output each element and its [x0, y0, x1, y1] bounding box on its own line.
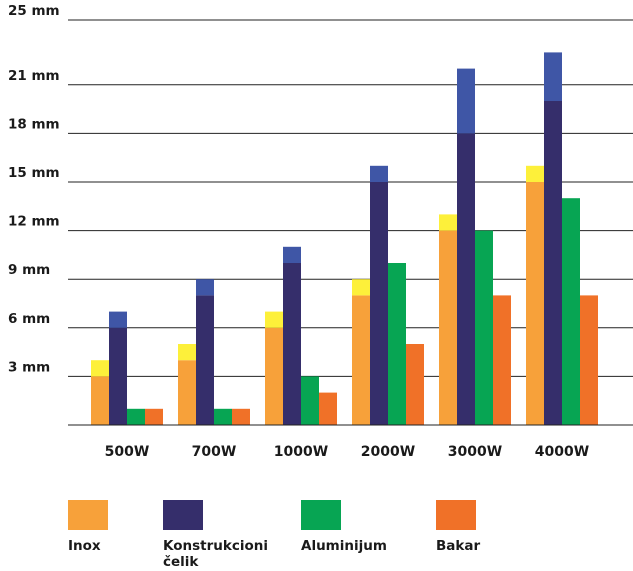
bar-cap-inox-1000w [265, 311, 283, 328]
y-tick-label: 6 mm [8, 311, 50, 327]
legend-label-konstrukcioni-celik: Konstrukcioni čelik [163, 538, 268, 570]
legend-item-aluminijum: Aluminijum [301, 500, 441, 554]
bar-konstrukcioni-čelik-700w [196, 295, 214, 425]
bar-inox-4000w [526, 182, 544, 425]
bar-bakar-700w [232, 408, 250, 425]
legend-swatch-bakar [436, 500, 476, 530]
y-tick-label: 3 mm [8, 359, 50, 375]
bar-inox-2000w [352, 295, 370, 425]
bar-konstrukcioni-čelik-1000w [283, 263, 301, 425]
legend-swatch-inox [68, 500, 108, 530]
legend-swatch-konstrukcioni-celik [163, 500, 203, 530]
bar-aluminijum-700w [214, 408, 232, 425]
bar-inox-700w [178, 360, 196, 425]
x-tick-label: 3000W [448, 444, 502, 460]
x-tick-label: 4000W [535, 444, 589, 460]
bar-konstrukcioni-čelik-4000w [544, 101, 562, 425]
bar-bakar-4000w [580, 295, 598, 425]
bar-aluminijum-1000w [301, 376, 319, 425]
y-tick-label: 25 mm [8, 3, 60, 19]
bar-bakar-1000w [319, 392, 337, 425]
x-tick-label: 1000W [274, 444, 328, 460]
x-tick-label: 2000W [361, 444, 415, 460]
bar-inox-3000w [439, 230, 457, 425]
bar-aluminijum-500w [127, 408, 145, 425]
y-tick-label: 9 mm [8, 262, 50, 278]
bar-inox-500w [91, 376, 109, 425]
y-tick-label: 21 mm [8, 68, 60, 84]
legend-item-konstrukcioni-celik: Konstrukcioni čelik [163, 500, 303, 570]
bar-aluminijum-2000w [388, 263, 406, 425]
x-axis-tick-labels: 500W 700W 1000W 2000W 3000W 4000W [105, 444, 590, 460]
legend: Inox Konstrukcioni čelik Aluminijum Baka… [0, 500, 633, 571]
bar-cap-konstrukcioni-čelik-2000w [370, 165, 388, 182]
bar-cap-inox-500w [91, 360, 109, 377]
bar-bakar-500w [145, 408, 163, 425]
bar-cap-konstrukcioni-čelik-500w [109, 311, 127, 328]
bar-cap-konstrukcioni-čelik-700w [196, 279, 214, 296]
bar-konstrukcioni-čelik-2000w [370, 182, 388, 425]
gridlines [68, 19, 633, 377]
y-tick-label: 15 mm [8, 165, 60, 181]
bar-konstrukcioni-čelik-3000w [457, 133, 475, 425]
bar-cap-konstrukcioni-čelik-4000w [544, 52, 562, 101]
legend-label-aluminijum: Aluminijum [301, 538, 387, 554]
bar-cap-inox-2000w [352, 279, 370, 296]
legend-item-inox: Inox [68, 500, 208, 554]
x-tick-label: 500W [105, 444, 150, 460]
bar-inox-1000w [265, 327, 283, 425]
thickness-bar-chart: 3 mm 6 mm 9 mm 12 mm 15 mm 18 mm 21 mm 25 mm 50… [8, 3, 633, 460]
bar-aluminijum-4000w [562, 198, 580, 425]
x-tick-label: 700W [192, 444, 237, 460]
bar-cap-inox-4000w [526, 165, 544, 182]
y-axis-tick-labels: 3 mm 6 mm 9 mm 12 mm 15 mm 18 mm 21 mm 25 mm [8, 3, 60, 375]
bar-konstrukcioni-čelik-500w [109, 327, 127, 425]
bar-cap-konstrukcioni-čelik-3000w [457, 68, 475, 134]
bar-bakar-2000w [406, 344, 424, 425]
bar-bakar-3000w [493, 295, 511, 425]
legend-label-bakar: Bakar [436, 538, 481, 554]
legend-swatch-aluminijum [301, 500, 341, 530]
bar-cap-inox-3000w [439, 214, 457, 231]
y-tick-label: 12 mm [8, 214, 60, 230]
y-tick-label: 18 mm [8, 116, 60, 132]
legend-item-bakar: Bakar [436, 500, 576, 554]
bar-aluminijum-3000w [475, 230, 493, 425]
bar-cap-inox-700w [178, 344, 196, 361]
bar-cap-konstrukcioni-čelik-1000w [283, 246, 301, 263]
bars [91, 52, 598, 425]
legend-label-inox: Inox [68, 538, 101, 554]
